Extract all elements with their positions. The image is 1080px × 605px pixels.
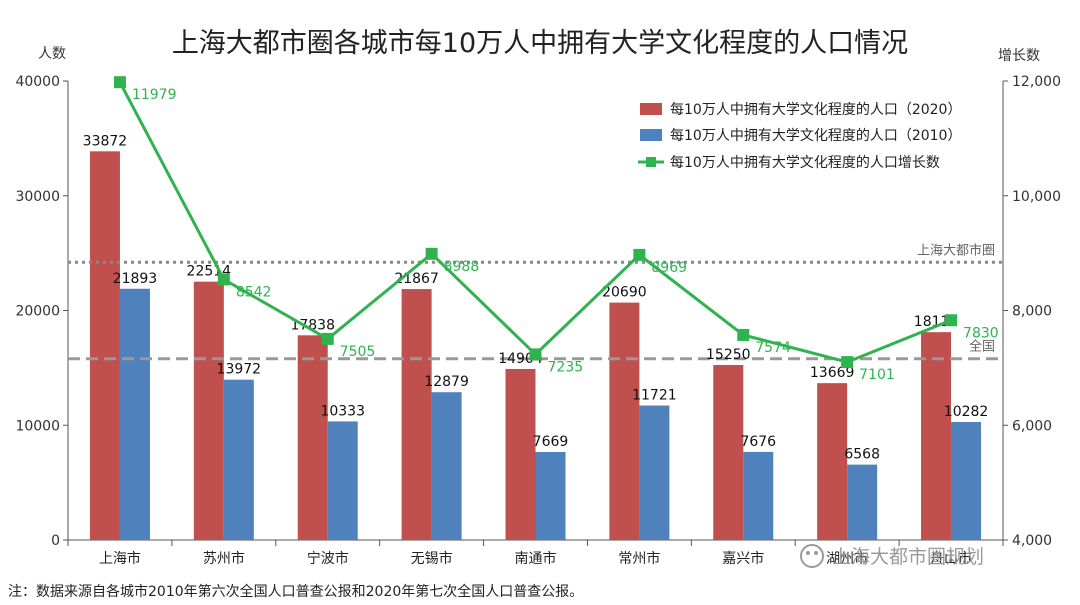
growth-value-label: 7830 xyxy=(963,325,999,341)
category-label: 嘉兴市 xyxy=(722,550,764,567)
right-axis-unit: 增长数 xyxy=(998,48,1040,64)
right-tick-label: 12,000 xyxy=(1012,74,1061,90)
bar-2020-value-label: 33872 xyxy=(83,133,128,149)
bar-2020 xyxy=(817,383,848,540)
plot-area: 0 10000 20000 30000 40000 4,000 6,000 8,000 10,0… xyxy=(15,74,1061,567)
chart-title: 上海大都市圈各城市每10万人中拥有大学文化程度的人口情况 xyxy=(172,28,908,59)
bar-2020 xyxy=(193,281,224,540)
left-axis-unit: 人数 xyxy=(38,46,66,62)
left-tick-label: 40000 xyxy=(15,74,60,90)
bar-2010-value-label: 7669 xyxy=(533,434,569,450)
bar-2010-value-label: 21893 xyxy=(113,271,158,287)
category-label: 湖州市 xyxy=(826,550,868,567)
growth-point xyxy=(633,248,646,261)
right-tick-label: 10,000 xyxy=(1012,189,1061,205)
bar-2010-value-label: 6568 xyxy=(844,447,880,463)
category-label: 宁波市 xyxy=(307,550,349,567)
growth-point xyxy=(737,328,750,341)
bar-2020-value-label: 15250 xyxy=(706,347,751,363)
bar-2020 xyxy=(921,332,952,540)
legend-label-2010: 每10万人中拥有大学文化程度的人口（2010） xyxy=(670,128,961,144)
category-label: 舟山市 xyxy=(930,550,972,567)
bar-2020 xyxy=(505,368,536,540)
growth-point xyxy=(113,76,126,89)
growth-value-label: 8542 xyxy=(236,284,272,300)
bar-2010 xyxy=(431,392,462,540)
bar-2010-value-label: 10333 xyxy=(320,403,365,419)
left-tick-label: 10000 xyxy=(15,418,60,434)
growth-point xyxy=(841,356,854,369)
bar-2020-value-label: 17838 xyxy=(290,317,335,333)
growth-value-label: 7235 xyxy=(548,359,584,375)
legend-label-growth: 每10万人中拥有大学文化程度的人口增长数 xyxy=(670,155,940,171)
bar-2010 xyxy=(223,379,254,540)
bar-2010 xyxy=(535,451,566,540)
growth-value-label: 8988 xyxy=(444,259,480,275)
bar-2020 xyxy=(89,151,120,541)
right-tick-label: 6,000 xyxy=(1012,418,1052,434)
wechat-icon-inner xyxy=(814,551,818,555)
growth-value-label: 8969 xyxy=(651,260,687,276)
bar-2020 xyxy=(609,302,640,540)
category-label: 无锡市 xyxy=(411,550,453,567)
legend: 每10万人中拥有大学文化程度的人口（2020） 每10万人中拥有大学文化程度的人口… xyxy=(638,102,961,171)
bar-2010 xyxy=(327,421,358,540)
category-label: 苏州市 xyxy=(203,550,245,567)
growth-point xyxy=(945,314,958,327)
growth-line xyxy=(118,81,952,364)
bar-2010-value-label: 13972 xyxy=(217,362,262,378)
bar-2020 xyxy=(713,365,744,540)
bar-2020 xyxy=(401,289,432,540)
growth-point xyxy=(425,247,438,260)
wechat-icon xyxy=(800,544,824,568)
legend-swatch-2010 xyxy=(640,129,662,141)
watermark-text: 上海大都市圈规划 xyxy=(832,546,984,568)
growth-value-label: 7505 xyxy=(340,344,376,360)
growth-point xyxy=(529,348,542,361)
watermark: 上海大都市圈规划 xyxy=(800,544,984,568)
category-label: 南通市 xyxy=(515,550,557,567)
bar-2010 xyxy=(743,451,774,540)
bar-2010 xyxy=(951,422,982,540)
legend-swatch-growth-marker xyxy=(646,157,656,167)
bar-2010-value-label: 11721 xyxy=(632,388,677,404)
left-tick-label: 0 xyxy=(51,533,60,549)
bar-2010 xyxy=(639,405,670,540)
reference-line-label: 全国 xyxy=(969,339,995,355)
growth-point xyxy=(321,332,334,345)
bar-2020 xyxy=(297,335,328,540)
category-label: 常州市 xyxy=(618,550,660,567)
reference-line-label: 上海大都市圈 xyxy=(917,242,995,258)
bar-2010-value-label: 7676 xyxy=(740,434,776,450)
growth-value-label: 7574 xyxy=(755,340,791,356)
footnote: 注：数据来源自各城市2010年第六次全国人口普查公报和2020年第七次全国人口普… xyxy=(8,583,583,600)
legend-swatch-2020 xyxy=(640,103,662,115)
legend-label-2020: 每10万人中拥有大学文化程度的人口（2020） xyxy=(670,102,961,118)
bar-2010 xyxy=(119,288,150,540)
wechat-icon-inner xyxy=(806,551,810,555)
bar-2020-value-label: 20690 xyxy=(602,285,647,301)
left-tick-label: 30000 xyxy=(15,189,60,205)
bar-2010 xyxy=(847,464,878,540)
category-label: 上海市 xyxy=(99,550,141,567)
left-tick-label: 20000 xyxy=(15,304,60,320)
right-tick-label: 8,000 xyxy=(1012,304,1052,320)
growth-value-label: 7101 xyxy=(859,367,895,383)
right-tick-label: 4,000 xyxy=(1012,533,1052,549)
bar-2020-value-label: 13669 xyxy=(810,365,855,381)
growth-value-label: 11979 xyxy=(132,87,177,103)
growth-point xyxy=(217,273,230,286)
bar-2010-value-label: 12879 xyxy=(424,374,469,390)
bar-2010-value-label: 10282 xyxy=(944,404,989,420)
